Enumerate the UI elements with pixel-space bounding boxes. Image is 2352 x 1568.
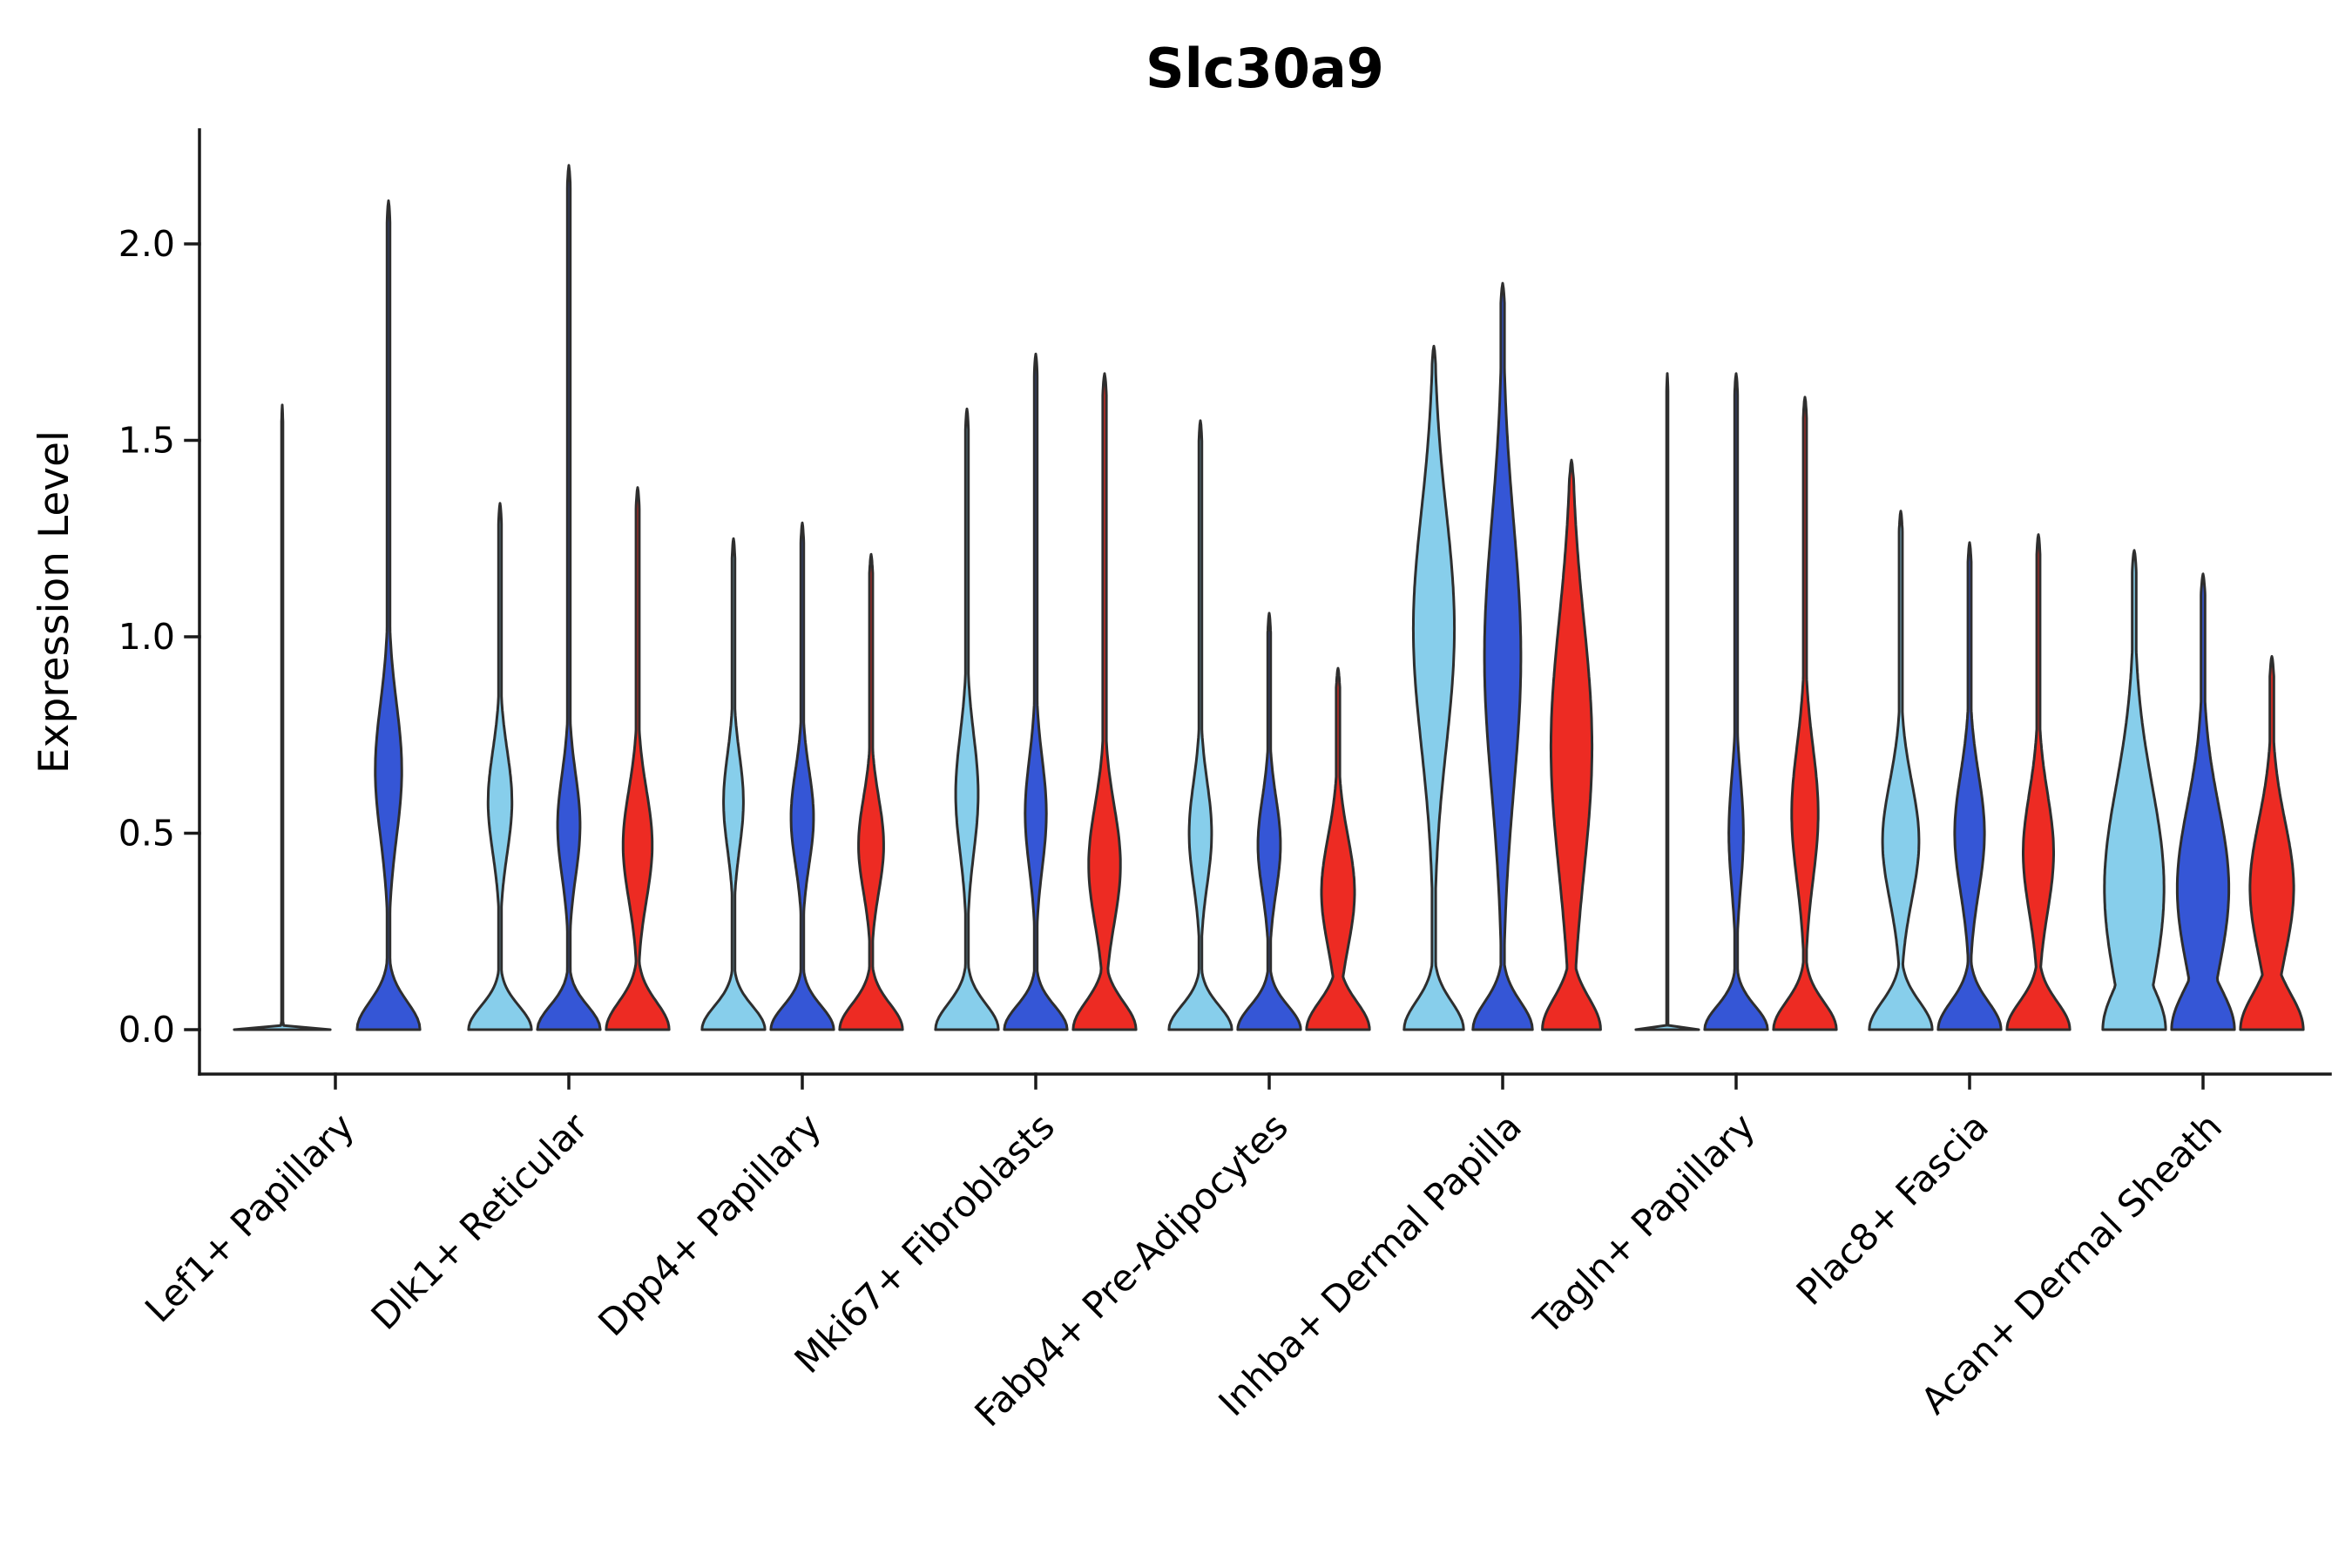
chart-title: Slc30a9 [1146, 37, 1384, 100]
violin-6-2 [1772, 395, 1838, 1031]
violin-5-0 [1402, 344, 1465, 1031]
violin-7-0 [1868, 510, 1934, 1031]
violin-1-0 [467, 502, 533, 1031]
x-tick-label: Dlk1+ Reticular [363, 1105, 597, 1338]
x-tick-label: Mki67+ Fibroblasts [787, 1105, 1063, 1381]
x-tick-label: Tagln+ Papillary [1525, 1105, 1763, 1342]
violin-3-0 [934, 407, 1000, 1031]
violin-4-1 [1236, 612, 1302, 1031]
x-tick-label: Lef1+ Papillary [137, 1105, 362, 1330]
violin-2-2 [838, 552, 904, 1031]
violin-5-2 [1541, 458, 1602, 1031]
violin-8-1 [2170, 572, 2236, 1031]
violin-7-1 [1936, 541, 2003, 1031]
violin-7-2 [2005, 533, 2072, 1031]
violin-2-1 [769, 521, 835, 1031]
y-tick-label: 0.5 [118, 813, 175, 855]
y-tick-label: 1.0 [118, 616, 175, 658]
x-tick-label: Dpp4+ Papillary [590, 1105, 829, 1344]
violin-1-1 [536, 164, 602, 1031]
y-tick-labels: 0.0 0.5 1.0 1.5 2.0 [118, 223, 201, 1051]
violin-5-1 [1471, 281, 1534, 1031]
violin-8-2 [2239, 655, 2305, 1031]
violin-6-0 [1634, 372, 1700, 1031]
violins-layer [233, 164, 2305, 1031]
violin-3-2 [1071, 372, 1138, 1031]
y-tick-label: 1.5 [118, 420, 175, 462]
violin-0-0 [233, 403, 332, 1031]
y-tick-label: 2.0 [118, 223, 175, 265]
violin-8-0 [2101, 549, 2167, 1031]
violin-2-0 [700, 537, 767, 1031]
violin-0-1 [355, 199, 422, 1031]
y-tick-label: 0.0 [118, 1009, 175, 1051]
violin-4-0 [1167, 419, 1233, 1031]
y-axis-label: Expression Level [30, 430, 78, 774]
x-tick-label: Plac8+ Fascia [1788, 1105, 1997, 1313]
axes [198, 128, 2332, 1076]
violin-6-1 [1703, 372, 1769, 1031]
violin-3-1 [1003, 352, 1069, 1031]
violin-4-2 [1305, 666, 1371, 1031]
violin-1-2 [605, 486, 671, 1031]
